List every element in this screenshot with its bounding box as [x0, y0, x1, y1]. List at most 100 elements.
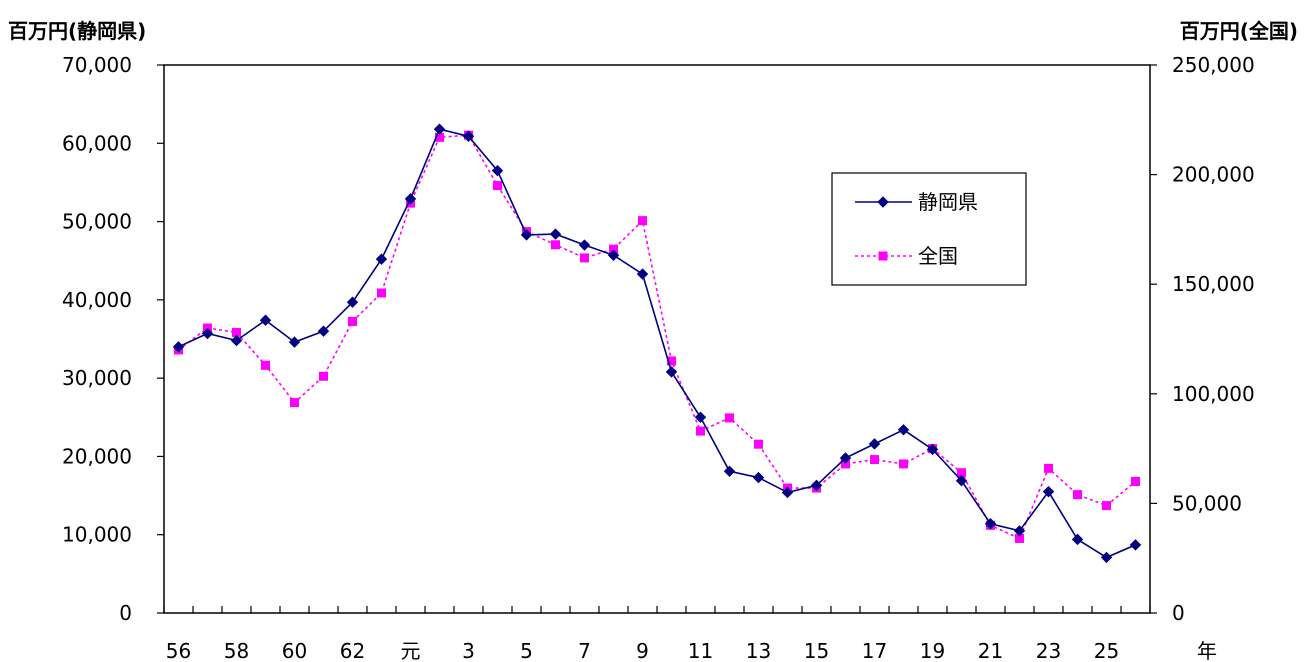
data-point: [810, 479, 823, 492]
legend-marker-national: [878, 251, 888, 261]
x-tick-label: 5: [520, 639, 533, 662]
data-point: [609, 244, 618, 254]
data-point: [667, 356, 676, 366]
x-axis: 56 58 60 62 元 3 5 7 9 11 13 15 17 19 21 23 25: [163, 606, 1151, 662]
legend-label-shizuoka: 静岡県: [918, 190, 978, 214]
data-point: [1100, 551, 1113, 564]
data-point: [549, 228, 562, 240]
series-line: [178, 134, 1137, 540]
data-point: [493, 181, 502, 191]
x-tick-label: 3: [462, 639, 475, 662]
x-tick-label: 23: [1036, 639, 1061, 662]
legend-label-national: 全国: [918, 244, 958, 268]
data-point: [288, 336, 301, 348]
data-point: [433, 123, 446, 135]
data-point: [580, 253, 589, 263]
data-point: [926, 443, 939, 456]
data-point: [754, 439, 763, 449]
data-point: [1073, 490, 1082, 500]
data-point: [172, 341, 185, 353]
data-point: [578, 239, 591, 251]
legend-marker-shape: [878, 251, 888, 261]
legend-box: [831, 172, 1027, 286]
data-point: [841, 459, 850, 469]
x-tick-label: 元: [401, 639, 421, 662]
data-point: [319, 371, 328, 381]
data-point: [404, 193, 417, 205]
x-tick-label: 13: [746, 639, 771, 662]
x-tick-label: 62: [340, 639, 365, 662]
x-tick-label: 17: [862, 639, 887, 662]
data-point: [665, 366, 678, 378]
data-point: [984, 518, 997, 530]
data-point: [1129, 539, 1142, 551]
data-point: [520, 229, 533, 241]
x-tick-label: 21: [978, 639, 1003, 662]
left-axis-unit-label: 百万円(静岡県): [8, 19, 146, 43]
data-point: [1013, 525, 1026, 537]
data-point: [1131, 476, 1140, 486]
right-tick-label: 0: [1172, 601, 1185, 625]
data-point: [346, 296, 359, 308]
left-tick-label: 0: [119, 601, 132, 625]
legend-marker-shape: [877, 196, 889, 208]
data-point: [1071, 533, 1084, 546]
left-tick-label: 10,000: [62, 523, 132, 547]
left-tick-label: 40,000: [62, 288, 132, 312]
x-tick-label: 15: [804, 639, 829, 662]
series-line: [178, 128, 1136, 559]
data-point: [870, 455, 879, 465]
data-point: [377, 288, 386, 298]
data-point: [1015, 533, 1024, 543]
data-point: [899, 459, 908, 469]
data-point: [694, 411, 707, 423]
data-point: [317, 325, 330, 337]
data-point: [1102, 501, 1111, 511]
x-tick-label: 25: [1094, 639, 1119, 662]
data-point: [1044, 463, 1053, 473]
left-tick-label: 50,000: [62, 210, 132, 234]
data-point: [232, 327, 241, 337]
legend-marker-shizuoka: [877, 196, 889, 208]
data-point: [725, 413, 734, 423]
series-layer: [172, 123, 1142, 564]
x-tick-label: 60: [282, 639, 307, 662]
data-point: [636, 268, 649, 280]
x-tick-label: 11: [688, 639, 713, 662]
left-tick-label: 70,000: [62, 53, 132, 77]
right-tick-label: 250,000: [1172, 53, 1255, 77]
data-point: [957, 468, 966, 478]
data-point: [375, 253, 388, 265]
x-tick-label: 19: [920, 639, 945, 662]
right-tick-label: 50,000: [1172, 491, 1242, 515]
left-tick-label: 60,000: [62, 131, 132, 155]
data-point: [201, 327, 214, 340]
series-shizuoka: [172, 123, 1142, 564]
data-point: [781, 486, 794, 499]
legend: 静岡県 全国: [831, 172, 1027, 286]
left-tick-label: 30,000: [62, 366, 132, 390]
right-tick-label: 200,000: [1172, 163, 1255, 187]
x-tick-label: 58: [224, 639, 249, 662]
data-point: [348, 316, 357, 326]
data-point: [230, 334, 243, 347]
left-tick-label: 20,000: [62, 444, 132, 468]
data-point: [638, 216, 647, 226]
data-point: [435, 132, 444, 142]
data-point: [723, 465, 736, 478]
data-point: [607, 249, 620, 261]
data-point: [897, 424, 910, 436]
x-tick-label: 9: [636, 639, 649, 662]
data-point: [491, 164, 504, 177]
right-tick-label: 150,000: [1172, 272, 1255, 296]
data-point: [752, 471, 765, 484]
data-point: [955, 474, 968, 487]
right-tick-label: 100,000: [1172, 382, 1255, 406]
data-point: [551, 240, 560, 250]
right-axis-unit-label: 百万円(全国): [1180, 19, 1298, 43]
data-point: [259, 314, 272, 326]
data-point: [868, 438, 881, 450]
data-point: [1042, 485, 1055, 498]
x-tick-label: 7: [578, 639, 591, 662]
